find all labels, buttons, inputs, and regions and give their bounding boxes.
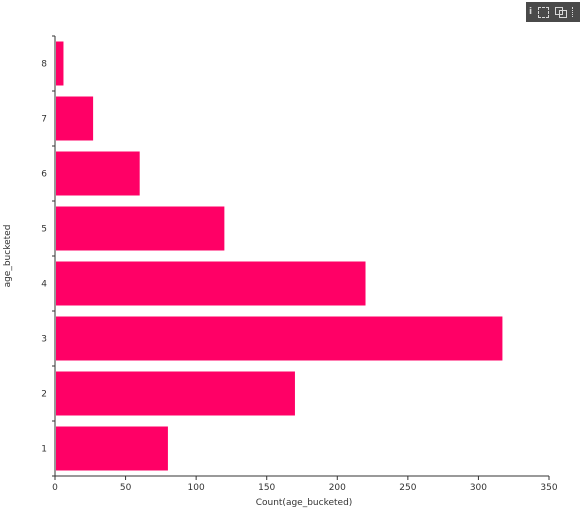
bar-5[interactable] <box>56 206 225 251</box>
x-tick-label-200: 200 <box>329 483 346 493</box>
bar-3[interactable] <box>56 316 503 361</box>
copy-icon[interactable] <box>555 7 568 18</box>
y-tick-label-6: 6 <box>41 170 47 180</box>
visual-header-toolbar: i <box>526 2 580 22</box>
bar-4[interactable] <box>56 261 366 306</box>
x-tick-label-250: 250 <box>399 483 416 493</box>
y-tick-label-5: 5 <box>41 225 47 235</box>
more-options-icon[interactable] <box>572 7 577 17</box>
y-tick-label-8: 8 <box>41 60 47 70</box>
y-tick-label-4: 4 <box>41 280 47 290</box>
x-axis-ticks: 0 50 100 150 200 250 300 350 <box>52 476 558 493</box>
x-tick-label-0: 0 <box>52 483 58 493</box>
y-axis-title: age_bucketed <box>3 225 13 288</box>
y-tick-label-2: 2 <box>41 390 47 400</box>
bar-1[interactable] <box>56 426 168 471</box>
x-axis-title: Count(age_bucketed) <box>256 498 353 508</box>
y-axis-ticks: 1 2 3 4 5 6 7 8 <box>41 35 55 477</box>
bar-7[interactable] <box>56 96 94 141</box>
y-tick-label-3: 3 <box>41 335 47 345</box>
bar-6[interactable] <box>56 151 140 196</box>
x-tick-label-100: 100 <box>188 483 205 493</box>
bar-8[interactable] <box>56 41 64 86</box>
x-tick-label-150: 150 <box>258 483 275 493</box>
y-tick-label-1: 1 <box>41 445 47 455</box>
focus-mode-icon[interactable] <box>538 6 550 18</box>
x-tick-label-50: 50 <box>120 483 132 493</box>
info-icon[interactable]: i <box>529 7 533 17</box>
x-tick-label-350: 350 <box>540 483 557 493</box>
x-tick-label-300: 300 <box>470 483 487 493</box>
bars-group <box>56 41 503 471</box>
bar-2[interactable] <box>56 371 295 416</box>
y-tick-label-7: 7 <box>41 115 47 125</box>
